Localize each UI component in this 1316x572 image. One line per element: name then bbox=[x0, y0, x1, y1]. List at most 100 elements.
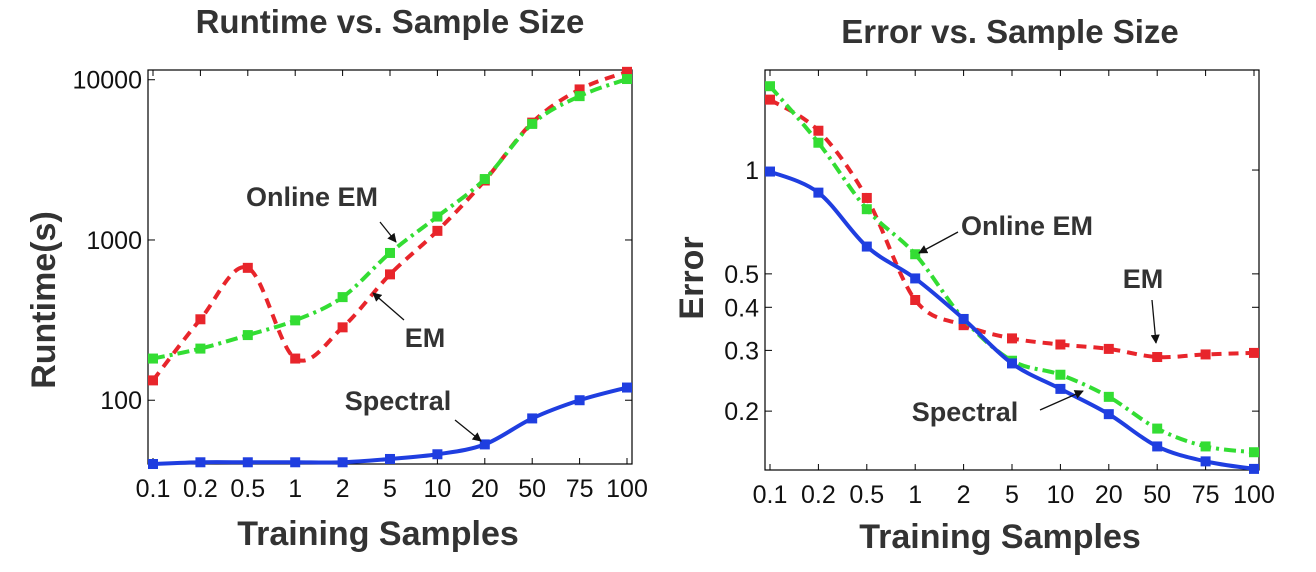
x-tick-label: 0.2 bbox=[801, 481, 836, 509]
data-point bbox=[861, 241, 872, 252]
data-point bbox=[385, 269, 395, 280]
annotation-em: EM bbox=[1123, 264, 1164, 344]
data-point bbox=[1249, 447, 1259, 458]
data-point bbox=[1055, 383, 1066, 394]
x-tick-label: 10 bbox=[423, 475, 451, 503]
annotation-em: EM bbox=[372, 292, 446, 353]
data-point bbox=[574, 84, 585, 95]
data-point bbox=[195, 457, 206, 468]
annotation-label: EM bbox=[1123, 264, 1164, 294]
data-point bbox=[148, 459, 158, 469]
x-ticks: 0.1 0.2 0.5 1 2 5 10 20 50 75 100 bbox=[136, 70, 648, 503]
x-tick-label: 10 bbox=[1046, 481, 1074, 509]
chart-title: Runtime vs. Sample Size bbox=[196, 3, 585, 40]
data-point bbox=[1103, 409, 1114, 420]
data-point bbox=[479, 174, 490, 185]
data-point bbox=[527, 118, 538, 129]
x-tick-label: 5 bbox=[383, 475, 397, 503]
data-point bbox=[765, 94, 775, 105]
data-point bbox=[1055, 339, 1066, 350]
data-point bbox=[1249, 463, 1259, 474]
series-spectral bbox=[765, 166, 1259, 474]
data-point bbox=[432, 225, 443, 236]
annotation-spectral: Spectral bbox=[912, 390, 1084, 427]
series-em bbox=[765, 94, 1259, 363]
y-tick-label: 10000 bbox=[72, 67, 142, 95]
data-point bbox=[195, 343, 206, 354]
data-point bbox=[290, 457, 301, 468]
data-point bbox=[479, 439, 490, 450]
y-tick-label: 0.4 bbox=[724, 294, 759, 322]
annotation-online-em: Online EM bbox=[246, 182, 397, 243]
x-tick-label: 1 bbox=[908, 481, 922, 509]
x-tick-label: 20 bbox=[1095, 481, 1123, 509]
data-point bbox=[765, 166, 775, 177]
annotation-arrow bbox=[454, 419, 482, 442]
series-layer bbox=[765, 81, 1259, 474]
y-tick-label: 0.2 bbox=[724, 398, 759, 426]
series-line bbox=[151, 69, 628, 382]
data-point bbox=[910, 294, 921, 305]
data-point bbox=[1200, 349, 1211, 360]
annotation-label: EM bbox=[405, 323, 446, 353]
data-point bbox=[242, 262, 253, 273]
data-point bbox=[1007, 333, 1017, 344]
annotation-label: Online EM bbox=[246, 182, 378, 212]
data-point bbox=[910, 249, 921, 260]
data-point bbox=[1200, 441, 1211, 452]
data-point bbox=[337, 457, 348, 468]
annotation-arrow bbox=[1039, 390, 1084, 411]
data-point bbox=[242, 330, 253, 341]
data-point bbox=[242, 457, 253, 468]
x-tick-label: 0.1 bbox=[753, 481, 788, 509]
series-line bbox=[768, 97, 1255, 360]
x-tick-label: 20 bbox=[471, 475, 499, 503]
error-chart: Error vs. Sample Size Error Training Sam… bbox=[673, 13, 1275, 556]
data-point bbox=[813, 125, 824, 136]
annotation-spectral: Spectral bbox=[345, 386, 482, 442]
data-point bbox=[195, 314, 206, 325]
annotation-arrow bbox=[918, 231, 959, 254]
x-ticks: 0.1 0.2 0.5 1 2 5 10 20 50 75 100 bbox=[753, 70, 1275, 509]
annotation-arrow bbox=[1150, 299, 1160, 344]
data-point bbox=[290, 315, 301, 326]
x-tick-label: 5 bbox=[1005, 481, 1019, 509]
data-point bbox=[1103, 391, 1114, 402]
data-point bbox=[813, 187, 824, 198]
x-axis-label: Training Samples bbox=[859, 518, 1141, 556]
data-point bbox=[622, 66, 632, 77]
data-point bbox=[861, 204, 872, 215]
data-point bbox=[148, 375, 158, 386]
x-tick-label: 75 bbox=[1192, 481, 1220, 509]
y-tick-label: 100 bbox=[100, 387, 142, 415]
chart-title: Error vs. Sample Size bbox=[841, 13, 1179, 50]
data-point bbox=[385, 453, 395, 464]
annotation-label: Spectral bbox=[912, 397, 1019, 427]
data-point bbox=[813, 137, 824, 148]
y-tick-label: 0.3 bbox=[724, 337, 759, 365]
data-point bbox=[1007, 358, 1017, 369]
y-axis-label: Error bbox=[673, 236, 711, 319]
x-tick-label: 0.2 bbox=[183, 475, 218, 503]
data-point bbox=[290, 353, 301, 364]
data-point bbox=[1152, 352, 1163, 363]
data-point bbox=[1103, 343, 1114, 354]
data-point bbox=[958, 313, 969, 324]
data-point bbox=[1152, 441, 1163, 452]
data-point bbox=[1152, 423, 1163, 434]
series-layer bbox=[148, 66, 632, 469]
x-axis-label: Training Samples bbox=[237, 515, 519, 553]
data-point bbox=[574, 395, 585, 406]
x-tick-label: 0.5 bbox=[849, 481, 884, 509]
x-tick-label: 50 bbox=[518, 475, 546, 503]
x-tick-label: 1 bbox=[288, 475, 302, 503]
data-point bbox=[958, 320, 969, 331]
x-tick-label: 100 bbox=[606, 475, 648, 503]
annotation-label: Spectral bbox=[345, 386, 452, 416]
data-point bbox=[1249, 347, 1259, 358]
data-point bbox=[337, 292, 348, 303]
y-ticks: 0.2 0.3 0.4 0.5 1 bbox=[724, 157, 1259, 426]
y-tick-label: 1 bbox=[745, 157, 759, 185]
data-point bbox=[910, 273, 921, 284]
